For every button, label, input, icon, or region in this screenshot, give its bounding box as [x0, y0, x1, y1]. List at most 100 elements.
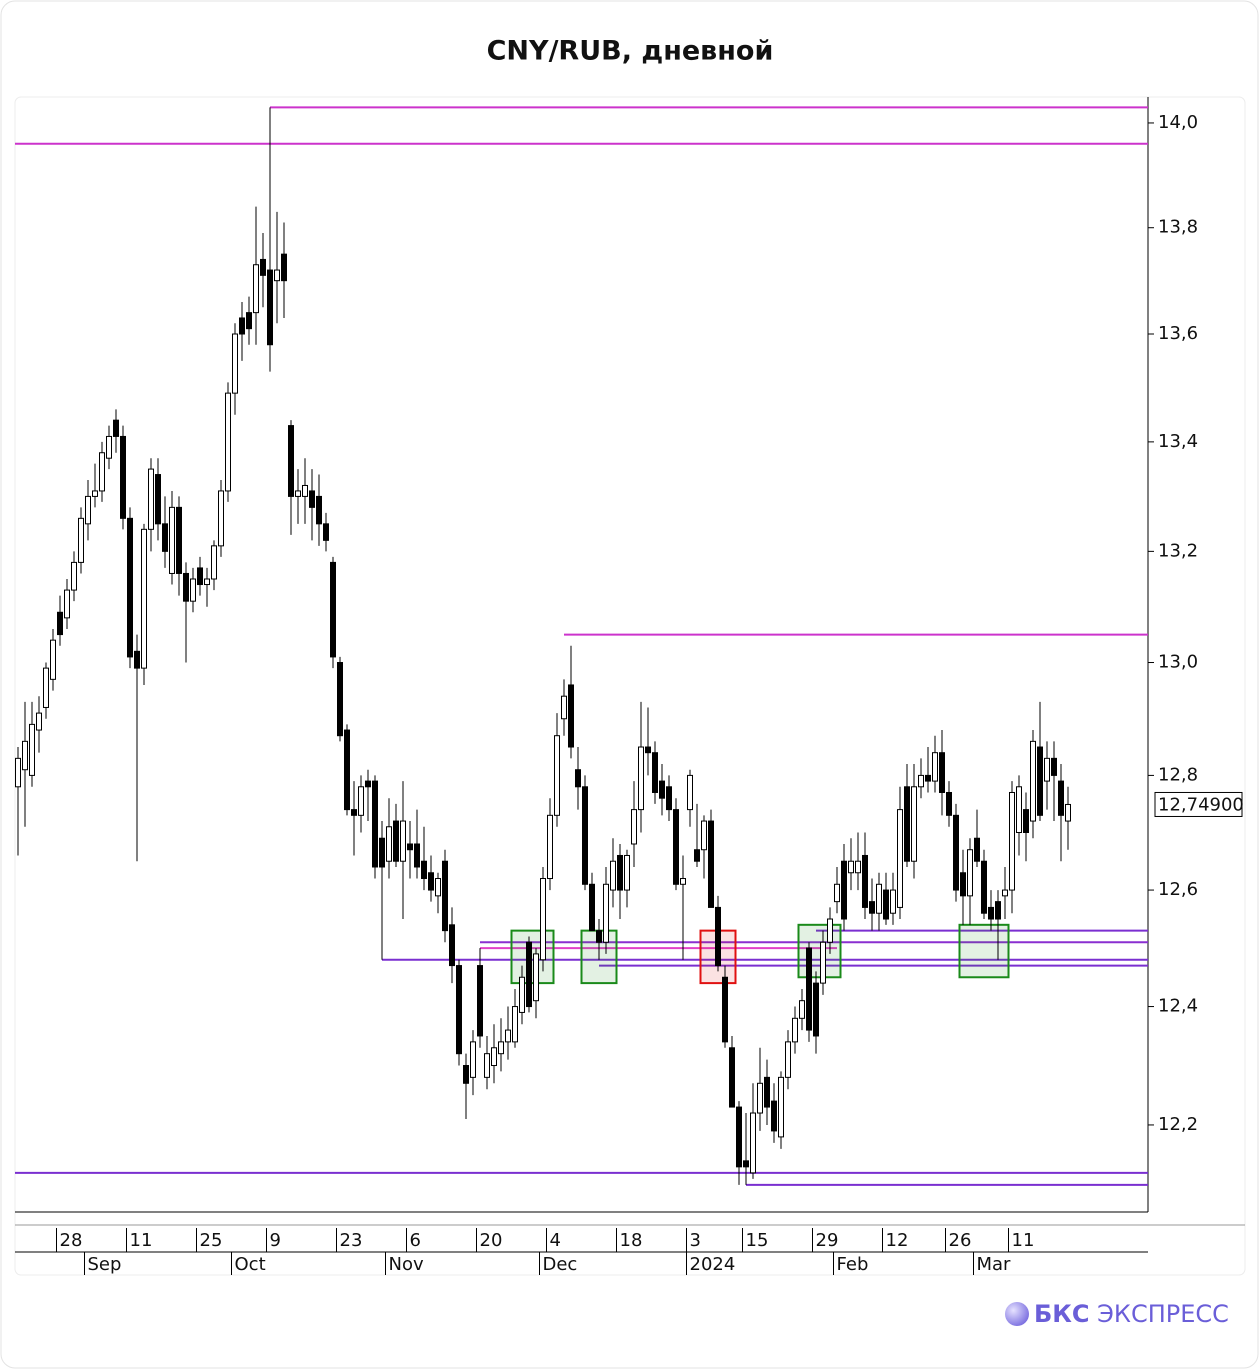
- candle: [155, 458, 161, 541]
- y-tick-label: 13,4: [1158, 431, 1198, 452]
- candle-body: [162, 523, 168, 552]
- candle-body: [281, 253, 287, 282]
- candle-body: [288, 425, 294, 497]
- candle-body: [673, 809, 679, 885]
- candle-body: [757, 1082, 763, 1114]
- candle-body: [428, 872, 434, 891]
- logo-text: БКС ЭКСПРЕСС: [1034, 1300, 1229, 1328]
- candle-body: [484, 1053, 490, 1078]
- candle: [610, 838, 616, 908]
- candle-body: [1065, 803, 1071, 822]
- logo-sub: ЭКСПРЕСС: [1097, 1300, 1229, 1328]
- candle-body: [358, 786, 364, 816]
- candle: [22, 701, 28, 827]
- candle: [708, 809, 714, 908]
- candle-body: [372, 780, 378, 868]
- candle: [1030, 730, 1036, 839]
- candle-body: [617, 854, 623, 891]
- candle: [624, 849, 630, 908]
- candle-body: [351, 809, 357, 816]
- chart-title: CNY/RUB, дневной: [487, 36, 774, 67]
- candle-body: [624, 854, 630, 891]
- candle: [659, 764, 665, 816]
- candle-body: [491, 1047, 497, 1067]
- candle-body: [295, 490, 301, 497]
- candle-body: [400, 820, 406, 862]
- candle-body: [302, 484, 308, 497]
- y-tick-label: 12,4: [1158, 996, 1198, 1017]
- candle-body: [456, 965, 462, 1055]
- candle-body: [386, 826, 392, 862]
- candle-body: [939, 752, 945, 793]
- candle-body: [946, 791, 952, 816]
- candle-body: [554, 735, 560, 816]
- candle-body: [1009, 791, 1015, 891]
- candle: [1051, 741, 1057, 822]
- candle-body: [568, 684, 574, 748]
- candle: [477, 948, 483, 1048]
- x-tick-label: 9: [270, 1230, 281, 1251]
- candle-body: [113, 419, 119, 437]
- candle: [92, 463, 98, 508]
- candle-body: [134, 650, 140, 669]
- candle-body: [260, 258, 266, 276]
- logo-brand: БКС: [1034, 1300, 1090, 1328]
- candle-body: [141, 528, 147, 669]
- candle-body: [974, 837, 980, 862]
- candle-body: [526, 941, 532, 1008]
- candle-body: [253, 264, 259, 314]
- candle: [855, 832, 861, 891]
- candle: [491, 1024, 497, 1084]
- candle: [330, 556, 336, 669]
- candle: [85, 480, 91, 541]
- candle: [218, 480, 224, 557]
- x-tick-label: 28: [60, 1230, 83, 1251]
- candle-body: [1016, 786, 1022, 834]
- candle-body: [862, 854, 868, 908]
- candle: [225, 382, 231, 502]
- month-label: Dec: [543, 1254, 578, 1275]
- candle-body: [890, 889, 896, 914]
- chart-panel: [14, 96, 1246, 1276]
- candle: [1023, 792, 1029, 862]
- candle-body: [225, 392, 231, 492]
- candle-body: [274, 269, 280, 282]
- candle: [701, 815, 707, 879]
- candle: [596, 919, 602, 960]
- candle-body: [799, 1000, 805, 1019]
- candle-body: [834, 883, 840, 903]
- candle: [925, 747, 931, 793]
- candle: [78, 507, 84, 574]
- candle: [351, 781, 357, 856]
- candle-body: [988, 906, 994, 920]
- candle-body: [659, 780, 665, 799]
- candle: [484, 1035, 490, 1090]
- candle: [106, 425, 112, 470]
- candle-body: [1037, 746, 1043, 816]
- candle: [645, 707, 651, 776]
- candle: [323, 512, 329, 552]
- candle-body: [22, 740, 28, 771]
- candle-body: [505, 1029, 511, 1043]
- candle-body: [589, 883, 595, 932]
- candle-body: [1023, 809, 1029, 834]
- candle: [239, 301, 245, 361]
- candle: [148, 458, 154, 552]
- candle: [141, 523, 147, 685]
- candle-body: [575, 769, 581, 788]
- candle: [785, 1030, 791, 1090]
- candle: [547, 798, 553, 891]
- candle-body: [561, 695, 567, 720]
- candle-body: [190, 578, 196, 602]
- month-label: Oct: [235, 1254, 266, 1275]
- x-tick-label: 12: [886, 1230, 909, 1251]
- candle: [211, 540, 217, 591]
- candle-body: [1002, 889, 1008, 897]
- candle-body: [344, 729, 350, 811]
- candle-body: [533, 953, 539, 1002]
- candle-body: [316, 495, 322, 525]
- candle: [862, 832, 868, 920]
- candle: [820, 930, 826, 995]
- candle: [295, 469, 301, 524]
